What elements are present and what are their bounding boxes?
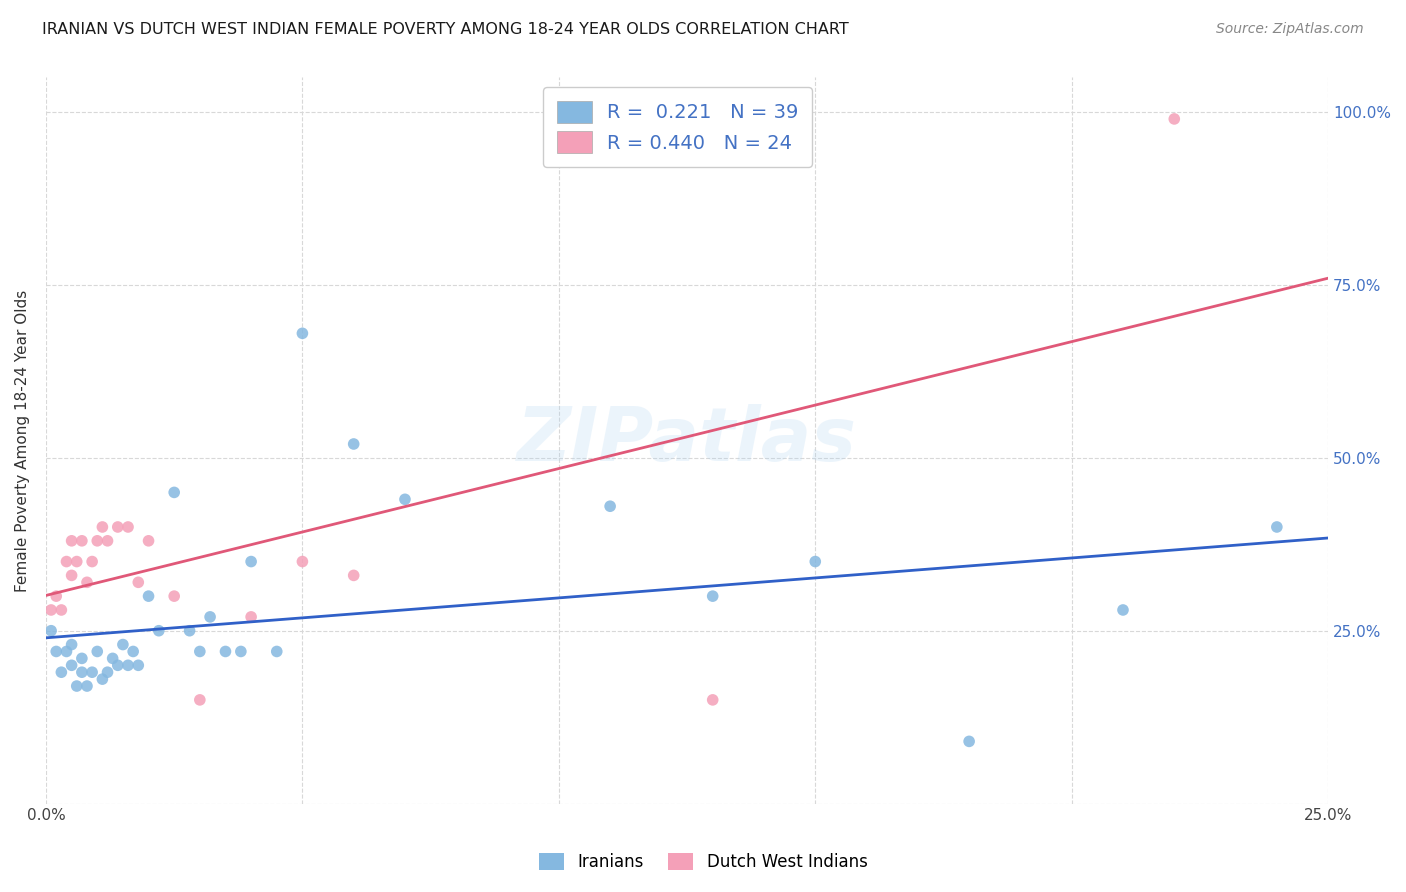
Point [117,520,139,534]
Point [343,568,366,582]
Point [122,644,145,658]
Point [55,644,77,658]
Point [101,651,124,665]
Point [60,533,83,548]
Point [266,644,288,658]
Point [70,533,93,548]
Point [188,644,211,658]
Point [127,575,149,590]
Point [107,520,129,534]
Point [76,679,98,693]
Point [91,672,114,686]
Point [45,589,67,603]
Point [60,658,83,673]
Point [107,658,129,673]
Point [55,555,77,569]
Point [91,520,114,534]
Text: Source: ZipAtlas.com: Source: ZipAtlas.com [1216,22,1364,37]
Legend: R =  0.221   N = 39, R = 0.440   N = 24: R = 0.221 N = 39, R = 0.440 N = 24 [543,87,813,167]
Point [70,665,93,680]
Point [198,610,221,624]
Point [394,492,416,507]
Point [957,734,980,748]
Point [240,555,263,569]
Point [1163,112,1185,126]
Point [599,500,621,514]
Legend: Iranians, Dutch West Indians: Iranians, Dutch West Indians [530,845,876,880]
Point [138,533,160,548]
Text: ZIPatlas: ZIPatlas [517,404,858,477]
Point [229,644,252,658]
Point [86,533,108,548]
Point [138,589,160,603]
Point [96,533,118,548]
Point [163,485,186,500]
Point [291,555,314,569]
Point [163,589,186,603]
Point [343,437,366,451]
Point [96,665,118,680]
Text: IRANIAN VS DUTCH WEST INDIAN FEMALE POVERTY AMONG 18-24 YEAR OLDS CORRELATION CH: IRANIAN VS DUTCH WEST INDIAN FEMALE POVE… [42,22,849,37]
Point [179,624,201,638]
Point [117,658,139,673]
Point [804,555,827,569]
Point [51,665,73,680]
Point [66,679,89,693]
Point [1112,603,1135,617]
Point [148,624,170,638]
Point [188,693,211,707]
Point [70,651,93,665]
Y-axis label: Female Poverty Among 18-24 Year Olds: Female Poverty Among 18-24 Year Olds [15,289,30,591]
Point [127,658,149,673]
Point [39,624,62,638]
Point [60,568,83,582]
Point [60,638,83,652]
Point [51,603,73,617]
Point [39,603,62,617]
Point [111,638,134,652]
Point [291,326,314,341]
Point [86,644,108,658]
Point [66,555,89,569]
Point [82,555,104,569]
Point [702,693,724,707]
Point [45,644,67,658]
Point [702,589,724,603]
Point [82,665,104,680]
Point [214,644,236,658]
Point [1265,520,1288,534]
Point [76,575,98,590]
Point [240,610,263,624]
